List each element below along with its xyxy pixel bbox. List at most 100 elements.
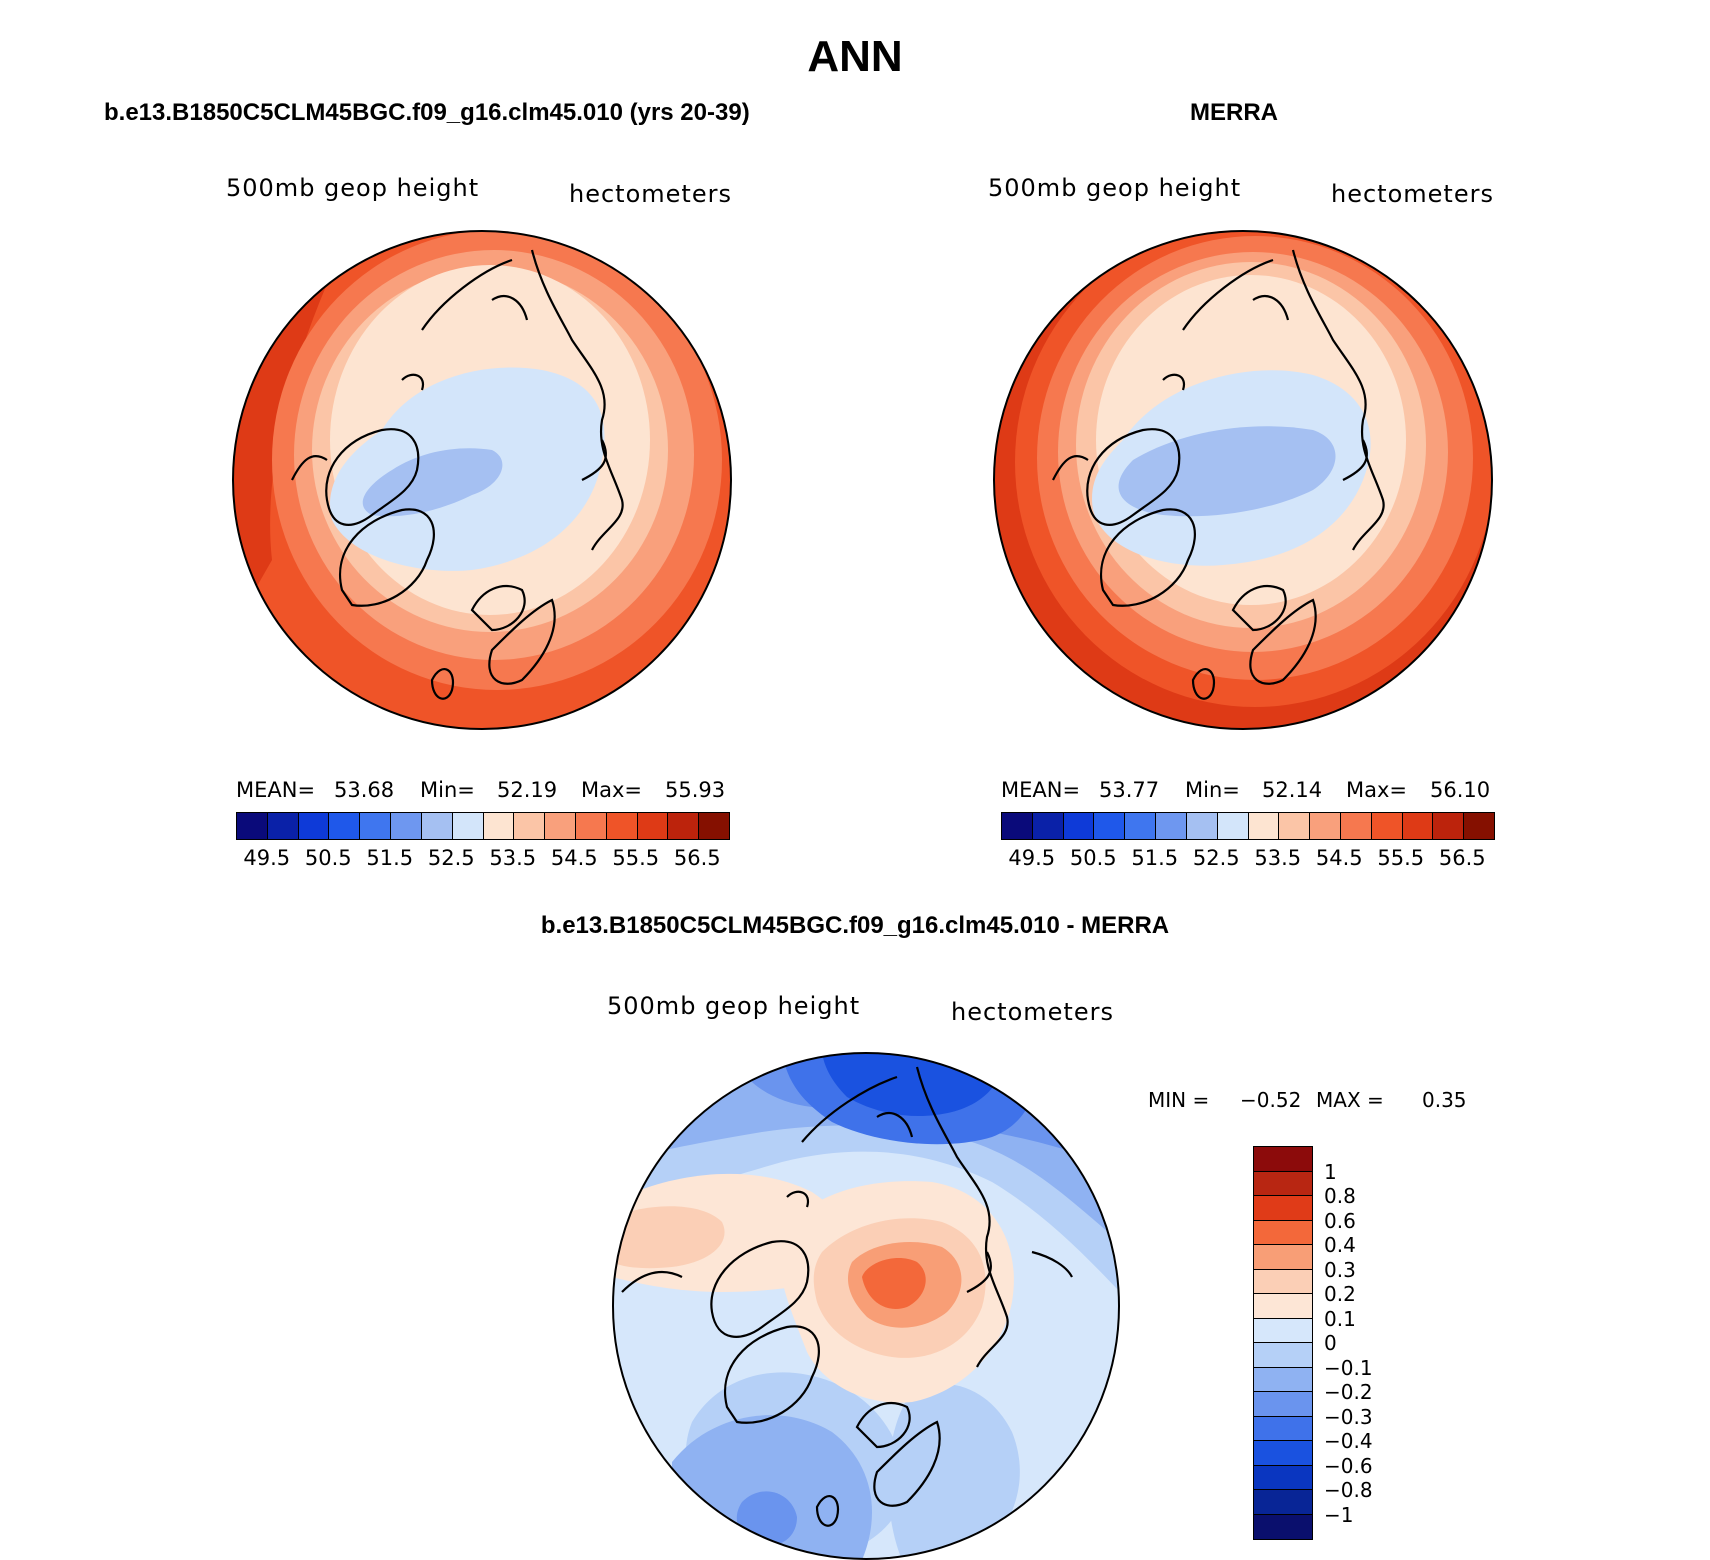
panel-2-mean-value: 53.77	[1099, 778, 1160, 802]
colorbar-swatch	[421, 813, 453, 839]
colorbar-swatch	[1464, 813, 1494, 839]
colorbar-swatch	[1063, 813, 1095, 839]
figure-title: ANN	[807, 32, 903, 81]
coastlines	[1052, 249, 1385, 700]
diff-min-label: MIN =	[1148, 1088, 1210, 1112]
map-boundary	[993, 230, 1493, 730]
colorbar-swatch	[545, 813, 576, 839]
colorbar-panel-1	[236, 812, 730, 840]
colorbar-panel-1-ticks: 49.5 50.5 51.5 52.5 53.5 54.5 55.5 56.5	[236, 846, 728, 872]
colorbar-tick-label: 53.5	[1254, 846, 1302, 870]
colorbar-swatch	[1254, 1196, 1312, 1221]
colorbar-swatch	[1125, 813, 1157, 839]
colorbar-swatch	[1217, 813, 1249, 839]
colorbar-swatch	[1402, 813, 1434, 839]
colorbar-tick-label: 0.1	[1324, 1306, 1356, 1331]
colorbar-swatch	[1248, 813, 1280, 839]
colorbar-swatch	[298, 813, 330, 839]
colorbar-tick-label: 56.5	[1438, 846, 1486, 870]
panel-2-min-value: 52.14	[1262, 778, 1323, 802]
colorbar-swatch	[483, 813, 515, 839]
colorbar-swatch	[1254, 1465, 1312, 1490]
colorbar-tick-label: 55.5	[612, 846, 660, 870]
colorbar-swatch	[267, 813, 299, 839]
colorbar-swatch	[1340, 813, 1372, 839]
panel-2-heading: MERRA	[1190, 99, 1278, 126]
colorbar-tick-label: 53.5	[489, 846, 537, 870]
colorbar-swatch	[1254, 1245, 1312, 1270]
colorbar-swatch	[1254, 1147, 1312, 1172]
colorbar-swatch	[1254, 1416, 1312, 1441]
colorbar-swatch	[391, 813, 422, 839]
colorbar-swatch	[606, 813, 638, 839]
colorbar-swatch	[452, 813, 484, 839]
panel-1-mean-value: 53.68	[334, 778, 395, 802]
colorbar-swatch	[1254, 1269, 1312, 1294]
colorbar-tick-label: −0.3	[1324, 1404, 1373, 1429]
colorbar-tick-label: 51.5	[1131, 846, 1179, 870]
contour-fill	[1118, 426, 1336, 517]
colorbar-tick-label: 0	[1324, 1331, 1337, 1355]
colorbar-swatch	[329, 813, 361, 839]
colorbar-tick-label: 52.5	[427, 846, 475, 870]
colorbar-swatch	[1254, 1367, 1312, 1392]
colorbar-tick-label: 49.5	[243, 846, 291, 870]
colorbar-swatch	[1279, 813, 1311, 839]
colorbar-swatch	[699, 813, 729, 839]
panel-1-min-label: Min=	[420, 778, 475, 802]
colorbar-tick-label: 50.5	[304, 846, 352, 870]
colorbar-tick-label: −0.8	[1324, 1478, 1373, 1502]
colorbar-swatch	[1433, 813, 1465, 839]
map-panel-1	[232, 230, 732, 730]
colorbar-swatch	[1254, 1343, 1312, 1368]
colorbar-tick-label: 1	[1324, 1159, 1337, 1184]
diff-max-value: 0.35	[1422, 1088, 1467, 1112]
colorbar-tick-label: 0.4	[1324, 1233, 1356, 1257]
colorbar-tick-label: 54.5	[1315, 846, 1363, 870]
panel-1-min-value: 52.19	[497, 778, 558, 802]
colorbar-diff	[1253, 1146, 1313, 1540]
colorbar-tick-label: 0.3	[1324, 1257, 1356, 1282]
colorbar-tick-label: 49.5	[1008, 846, 1056, 870]
colorbar-swatch	[1254, 1220, 1312, 1245]
map-boundary	[232, 230, 732, 730]
colorbar-tick-label: 0.2	[1324, 1282, 1356, 1306]
colorbar-swatch	[1094, 813, 1126, 839]
colorbar-tick-label: 0.6	[1324, 1208, 1356, 1233]
panel-2-max-label: Max=	[1346, 778, 1408, 802]
colorbar-swatch	[575, 813, 607, 839]
panel-1-max-label: Max=	[581, 778, 643, 802]
diff-min-value: −0.52	[1240, 1088, 1302, 1112]
colorbar-tick-label: 51.5	[366, 846, 414, 870]
colorbar-swatch	[1371, 813, 1403, 839]
panel-1-variable: 500mb geop height	[226, 174, 480, 202]
panel-1-max-value: 55.93	[665, 778, 726, 802]
panel-2-min-label: Min=	[1185, 778, 1240, 802]
colorbar-swatch	[1310, 813, 1341, 839]
diff-heading: b.e13.B1850C5CLM45BGC.f09_g16.clm45.010 …	[540, 912, 1170, 939]
colorbar-tick-label: −1	[1324, 1502, 1354, 1527]
contour-fill	[362, 448, 503, 517]
colorbar-swatch	[1002, 813, 1033, 839]
panel-1-units: hectometers	[569, 180, 732, 208]
coastlines	[291, 249, 624, 700]
contour-fill	[888, 1384, 1020, 1559]
colorbar-swatch	[1254, 1490, 1312, 1515]
colorbar-swatch	[1254, 1294, 1312, 1319]
panel-2-mean-label: MEAN=	[1001, 778, 1081, 802]
colorbar-tick-label: 56.5	[673, 846, 721, 870]
panel-2-units: hectometers	[1331, 180, 1494, 208]
colorbar-tick-label: −0.4	[1324, 1429, 1373, 1453]
colorbar-tick-label: 54.5	[550, 846, 598, 870]
map-panel-diff	[612, 1052, 1120, 1560]
colorbar-swatch	[1254, 1318, 1312, 1343]
panel-2-variable: 500mb geop height	[988, 174, 1242, 202]
colorbar-tick-label: 50.5	[1069, 846, 1117, 870]
colorbar-swatch	[1254, 1514, 1312, 1539]
colorbar-swatch	[1032, 813, 1064, 839]
colorbar-swatch	[1156, 813, 1187, 839]
diff-max-label: MAX =	[1316, 1088, 1384, 1112]
colorbar-swatch	[637, 813, 669, 839]
coastlines	[621, 1066, 1073, 1527]
colorbar-tick-label: 52.5	[1192, 846, 1240, 870]
